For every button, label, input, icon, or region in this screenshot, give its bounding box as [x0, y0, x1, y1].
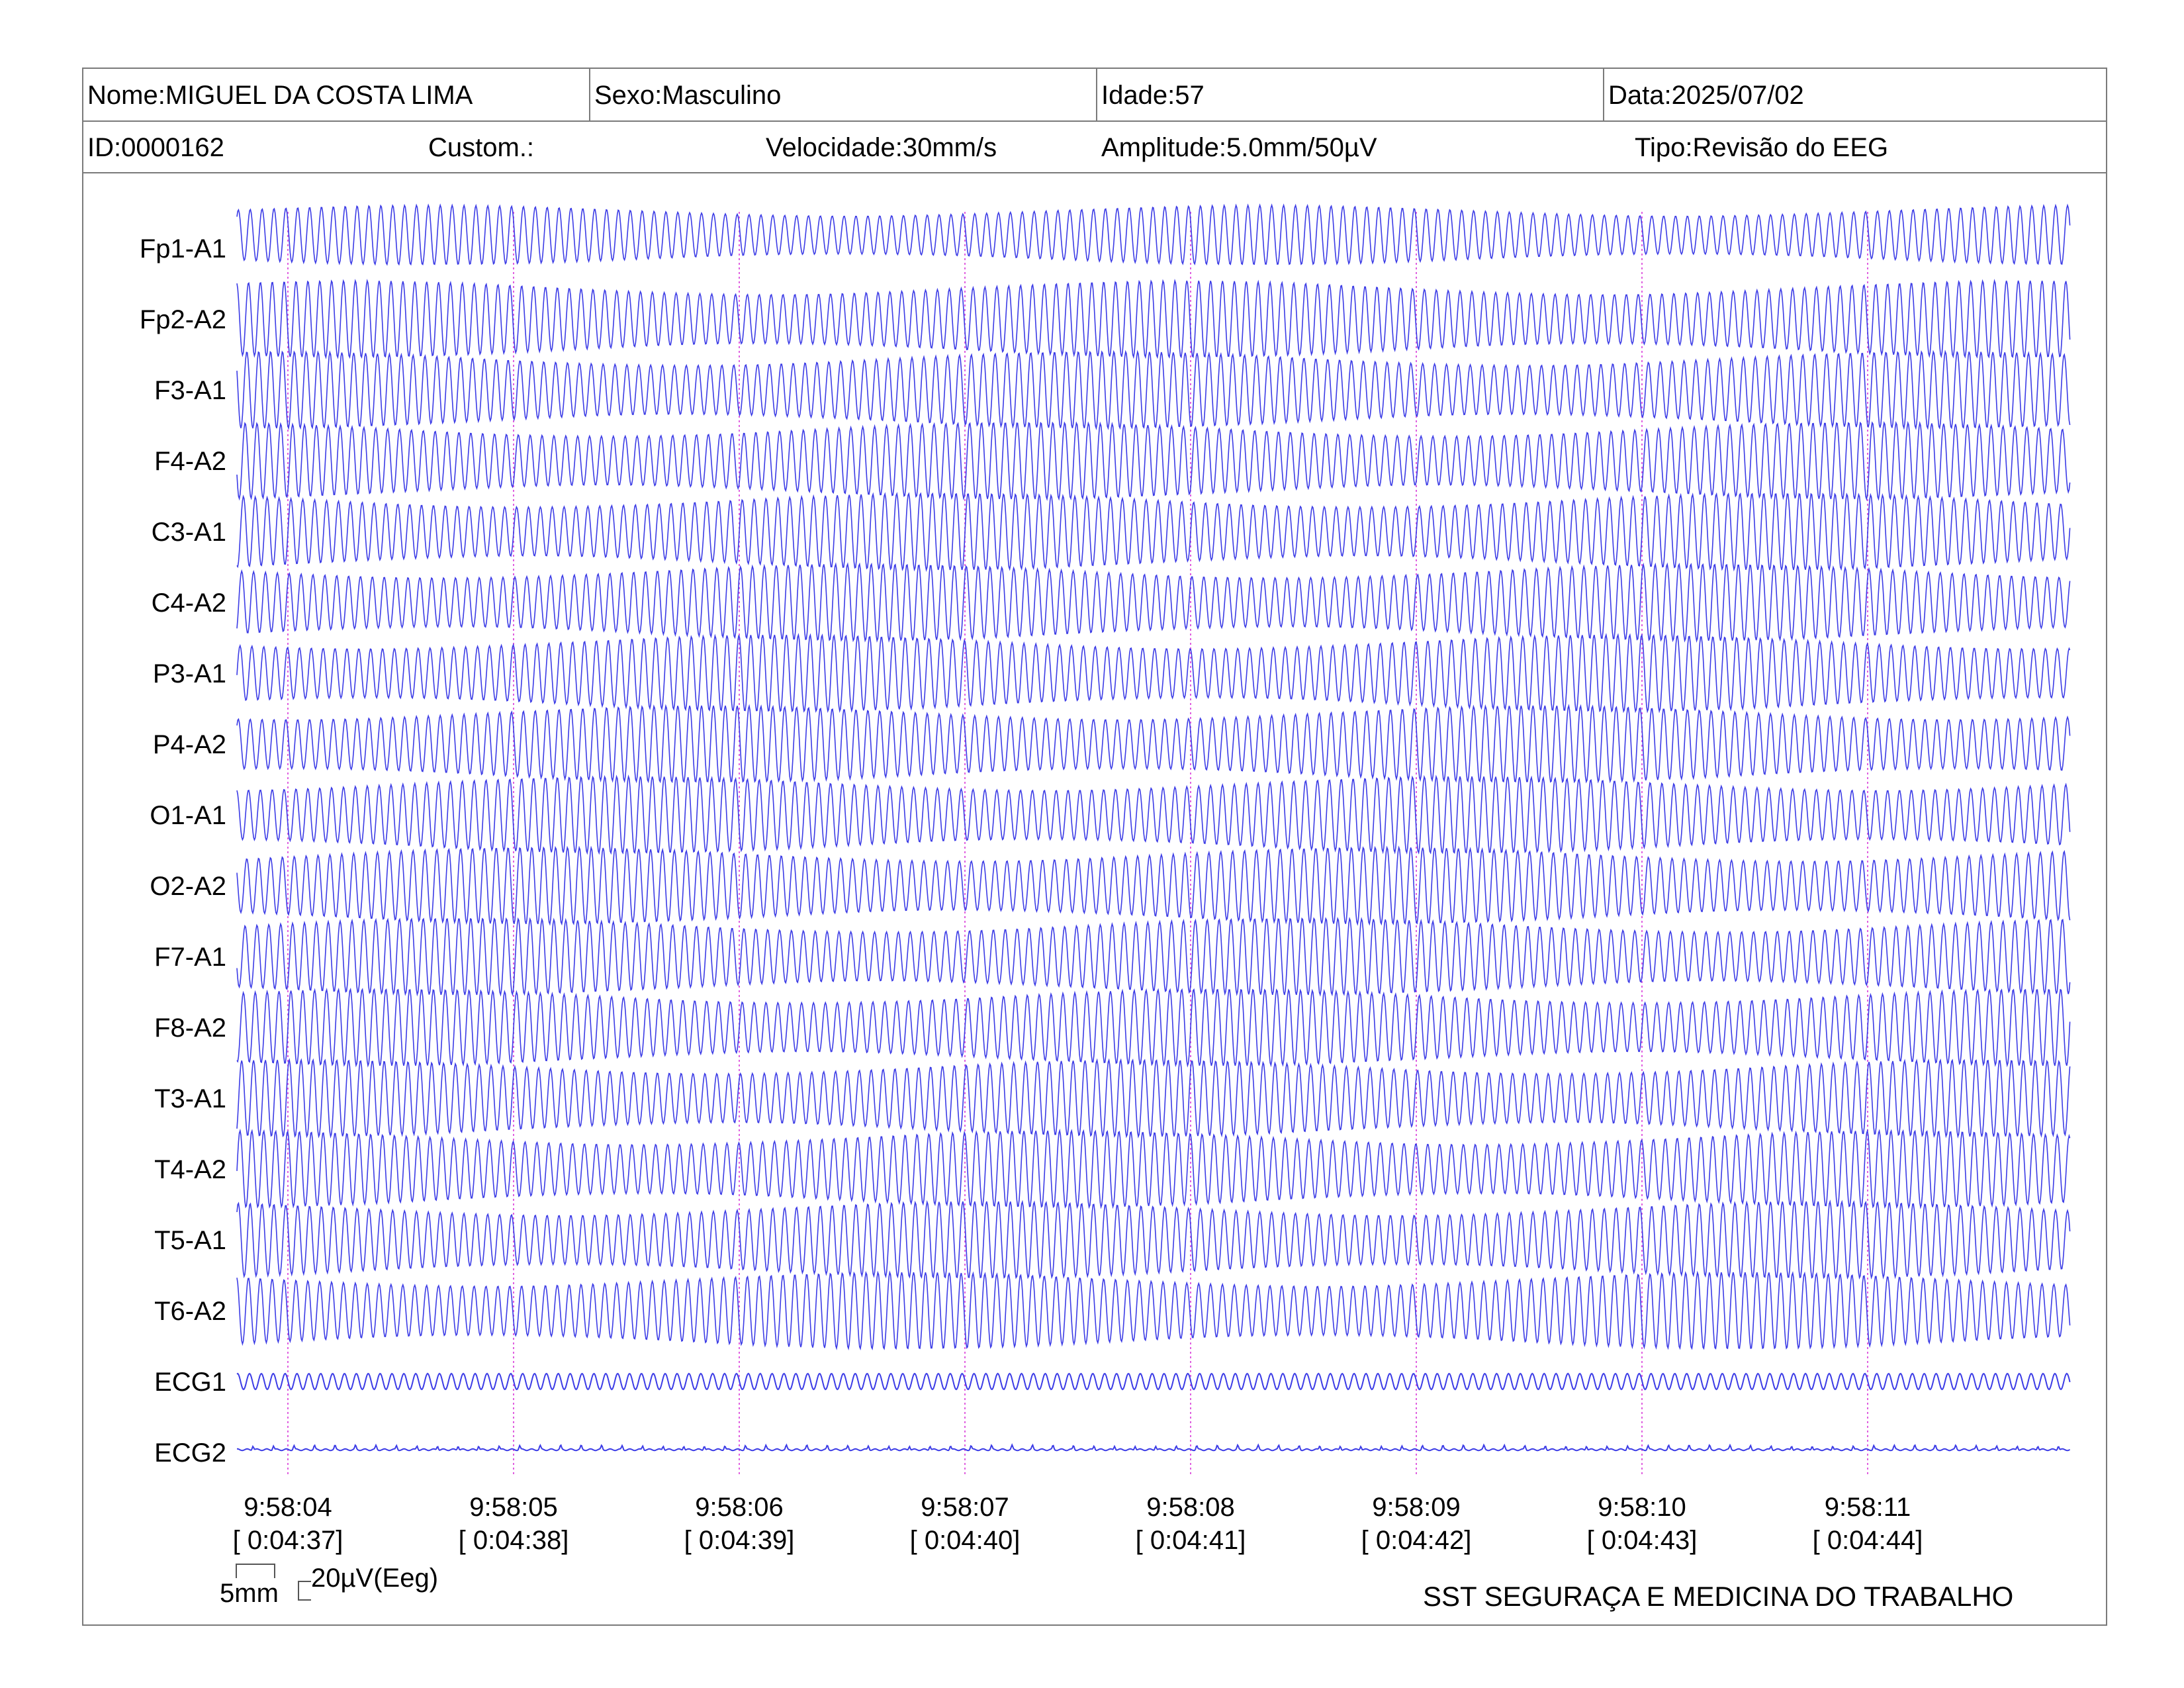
trace-F8-A2: [236, 988, 2071, 1068]
trace-T3-A1: [236, 1058, 2071, 1139]
channel-label: T4-A2: [154, 1155, 226, 1184]
time-tick-label: 9:58:08: [1146, 1493, 1234, 1522]
custom-field: Custom.:: [428, 133, 535, 162]
channel-label: F4-A2: [154, 447, 226, 476]
channel-label: Fp2-A2: [140, 305, 226, 334]
time-scale-bar: [236, 1564, 275, 1578]
time-tick-label: 9:58:07: [921, 1493, 1009, 1522]
channel-label: C4-A2: [152, 588, 226, 618]
trace-F3-A1: [236, 350, 2071, 430]
elapsed-tick-label: [ 0:04:39]: [684, 1526, 795, 1555]
channel-label: ECG2: [154, 1438, 226, 1468]
trace-ECG2: [237, 1443, 2071, 1452]
amplitude-scale-label: 20µV(Eeg): [311, 1564, 439, 1593]
time-tick-label: 9:58:05: [469, 1493, 557, 1522]
channel-label: F8-A2: [154, 1013, 226, 1043]
channel-label: F7-A1: [154, 943, 226, 972]
trace-F4-A2: [236, 420, 2071, 501]
second-markers: [287, 212, 1868, 1475]
time-scale-label: 5mm: [220, 1579, 279, 1608]
channel-label: O1-A1: [150, 801, 226, 830]
patient-name: Nome:MIGUEL DA COSTA LIMA: [83, 69, 590, 120]
recording-amplitude: Amplitude:5.0mm/50µV: [1101, 133, 1377, 162]
trace-Fp1-A1: [236, 203, 2071, 266]
time-tick-label: 9:58:11: [1825, 1493, 1911, 1522]
trace-T4-A2: [236, 1128, 2071, 1209]
channel-label: P3-A1: [153, 659, 226, 688]
channel-labels: Fp1-A1 Fp2-A2 F3-A1 F4-A2 C3-A1 C4-A2 P3-A1 P4-…: [140, 234, 226, 1468]
time-ticks: 9:58:04 [ 0:04:37] 9:58:05 [ 0:04:38] 9:58:0…: [233, 1493, 1923, 1555]
channel-label: Fp1-A1: [140, 234, 226, 263]
channel-label: T6-A2: [154, 1297, 226, 1326]
exam-date: Data:2025/07/02: [1608, 81, 1804, 110]
channel-label: O2-A2: [150, 872, 226, 901]
elapsed-tick-label: [ 0:04:38]: [459, 1526, 569, 1555]
elapsed-tick-label: [ 0:04:41]: [1136, 1526, 1246, 1555]
recording-speed: Velocidade:30mm/s: [766, 133, 997, 162]
trace-ECG1: [236, 1372, 2071, 1391]
trace-O2-A2: [236, 845, 2071, 926]
trace-P3-A1: [236, 633, 2071, 714]
trace-O1-A1: [236, 774, 2071, 855]
trace-T6-A2: [236, 1270, 2071, 1351]
patient-id: ID:0000162: [87, 133, 224, 162]
amplitude-scale-bar: [298, 1581, 311, 1601]
time-tick-label: 9:58:04: [244, 1493, 332, 1522]
report-frame: Nome:MIGUEL DA COSTA LIMA Sexo:Masculino…: [82, 68, 2107, 1626]
company-name: SST SEGURAÇA E MEDICINA DO TRABALHO: [1423, 1581, 2014, 1612]
exam-type: Tipo:Revisão do EEG: [1635, 133, 1889, 162]
elapsed-tick-label: [ 0:04:42]: [1361, 1526, 1472, 1555]
channel-label: ECG1: [154, 1368, 226, 1397]
channel-label: P4-A2: [153, 730, 226, 759]
channel-label: F3-A1: [154, 376, 226, 405]
elapsed-tick-label: [ 0:04:37]: [233, 1526, 343, 1555]
channel-label: T3-A1: [154, 1084, 226, 1113]
channel-label: T5-A1: [154, 1226, 226, 1255]
elapsed-tick-label: [ 0:04:43]: [1587, 1526, 1698, 1555]
trace-T5-A1: [236, 1199, 2071, 1280]
elapsed-tick-label: [ 0:04:44]: [1813, 1526, 1923, 1555]
elapsed-tick-label: [ 0:04:40]: [910, 1526, 1021, 1555]
trace-F7-A1: [236, 916, 2071, 997]
patient-sex: Sexo:Masculino: [590, 69, 1097, 120]
eeg-traces: [236, 203, 2071, 1452]
trace-P4-A2: [236, 704, 2071, 784]
time-tick-label: 9:58:06: [695, 1493, 783, 1522]
trace-Fp2-A2: [236, 279, 2071, 359]
header-row-2: ID:0000162 Custom.: Velocidade:30mm/s Am…: [83, 122, 2106, 173]
patient-age: Idade:57: [1097, 69, 1604, 120]
trace-C3-A1: [236, 492, 2071, 572]
channel-label: C3-A1: [152, 518, 226, 547]
trace-C4-A2: [236, 562, 2071, 643]
header-row-1: Nome:MIGUEL DA COSTA LIMA Sexo:Masculino…: [83, 69, 2106, 122]
time-tick-label: 9:58:09: [1372, 1493, 1460, 1522]
time-tick-label: 9:58:10: [1598, 1493, 1686, 1522]
